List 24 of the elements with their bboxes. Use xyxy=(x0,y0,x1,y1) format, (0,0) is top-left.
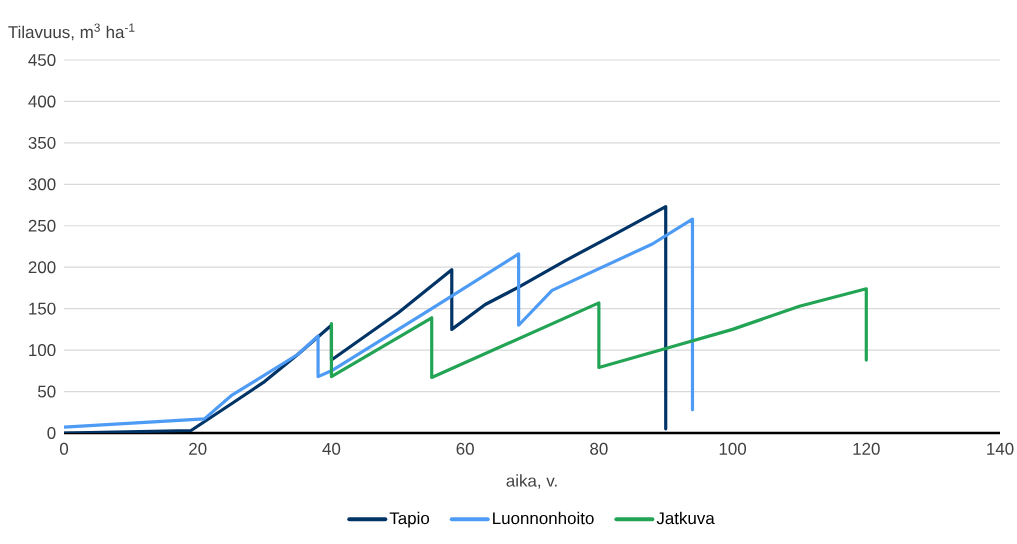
y-tick-label: 400 xyxy=(28,95,56,108)
y-tick-label: 450 xyxy=(28,53,56,66)
x-tick-label: 60 xyxy=(456,442,474,455)
y-tick-label: 350 xyxy=(28,136,56,149)
x-tick-label: 40 xyxy=(322,442,341,455)
y-tick-label: 200 xyxy=(28,261,56,274)
y-tick-label: 300 xyxy=(28,178,56,191)
x-tick-label: 80 xyxy=(590,442,608,455)
y-tick-label: 150 xyxy=(29,302,56,315)
x-axis-title: aika, v. xyxy=(506,474,557,489)
legend-label: Luonnonhoito xyxy=(493,511,594,525)
line-series xyxy=(329,287,868,380)
x-tick-label: 140 xyxy=(987,442,1014,455)
x-tick-label: 120 xyxy=(853,442,880,455)
legend-label: Jatkuva xyxy=(656,511,715,525)
x-tick-label: 20 xyxy=(189,442,207,455)
y-tick-label: 50 xyxy=(38,385,56,398)
y-tick-label: 0 xyxy=(47,426,56,439)
y-axis-title: Tilavuus, m$^{3}$ ha$^{-1}$ xyxy=(8,23,135,41)
x-tick-label: 0 xyxy=(59,442,69,455)
y-tick-label: 100 xyxy=(29,344,56,357)
y-tick-label: 250 xyxy=(28,219,56,232)
x-tick-label: 100 xyxy=(719,442,747,455)
legend-label: Tapio xyxy=(389,511,430,528)
